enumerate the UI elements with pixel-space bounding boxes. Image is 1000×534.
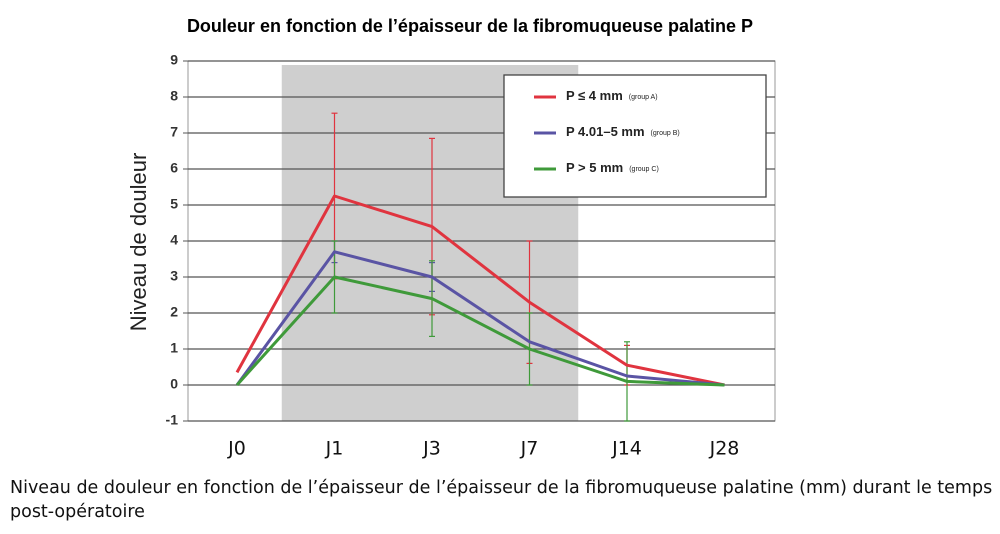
data-line [235,250,725,387]
y-tick-label: 2 [170,304,178,320]
chart-title: Douleur en fonction de l’épaisseur de la… [187,16,753,36]
legend-label: P 4.01–5 mm (group B) [566,124,680,139]
y-tick-label: -1 [166,412,179,428]
y-tick-label: 4 [170,232,178,248]
legend-name: P 4.01–5 mm [566,124,645,139]
legend-box [503,74,767,198]
x-tick-label: J0 [227,438,246,460]
legend-label: P ≤ 4 mm (group A) [566,88,658,103]
chart: Douleur en fonction de l’épaisseur de la… [126,16,776,460]
y-tick-label: 7 [170,124,178,140]
data-line [235,194,725,387]
x-tick-label: J14 [611,438,642,460]
legend-label: P > 5 mm (group C) [566,160,659,175]
x-tick-label: J3 [422,438,441,460]
y-tick-label: 1 [170,340,178,356]
legend-group: (group C) [629,166,659,173]
x-tick-label: J28 [709,438,740,460]
y-tick-label: 6 [170,160,178,176]
y-axis-label: Niveau de douleur [126,153,151,332]
y-tick-label: 9 [170,52,178,68]
y-tick-label: 8 [170,88,178,104]
legend-group: (group B) [651,130,680,137]
legend-group: (group A) [629,94,658,101]
x-tick-label: J7 [520,438,539,460]
caption: Niveau de douleur en fonction de l’épais… [10,478,993,522]
legend-name: P > 5 mm [566,160,623,175]
data-line [235,275,725,387]
legend-name: P ≤ 4 mm [566,88,623,103]
x-tick-label: J1 [325,438,344,460]
y-tick-label: 5 [170,196,178,212]
y-tick-label: 3 [170,268,178,284]
y-tick-label: 0 [170,376,178,392]
